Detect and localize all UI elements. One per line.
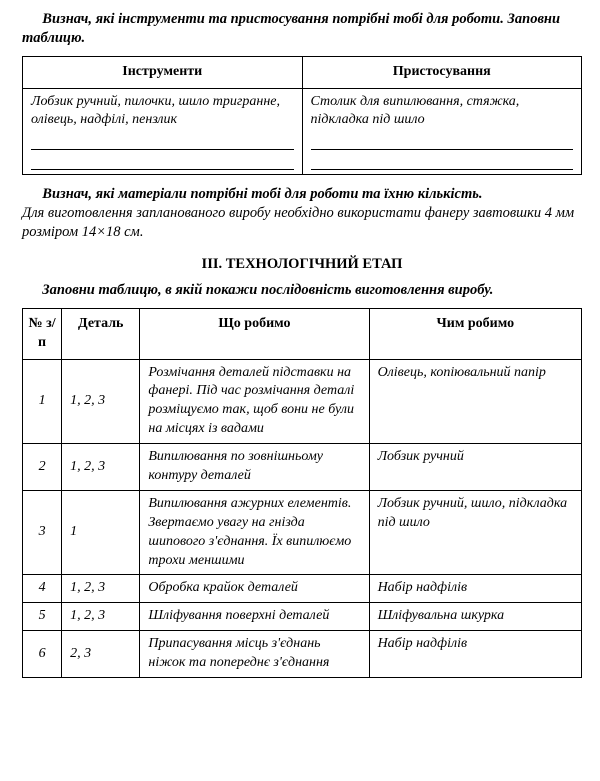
cell-what: Випилювання по зовнішньому контуру детал…	[140, 444, 369, 491]
cell-what: Припасування місць з'єднань ніжок та поп…	[140, 631, 369, 678]
cell-detail: 1, 2, 3	[62, 575, 140, 603]
tools-cell-fixtures: Столик для випилювання, стяжка, підкладк…	[302, 88, 582, 175]
main-table: № з/п Деталь Що робимо Чим робимо 1 1, 2…	[22, 308, 582, 678]
cell-what: Розмічання деталей підставки на фанері. …	[140, 359, 369, 444]
cell-detail: 1, 2, 3	[62, 359, 140, 444]
page-root: Визнач, які інструменти та пристосування…	[0, 0, 600, 698]
tools-table: Інструменти Пристосування Лобзик ручний,…	[22, 56, 582, 176]
cell-what: Обробка крайок деталей	[140, 575, 369, 603]
table-row: 4 1, 2, 3 Обробка крайок деталей Набір н…	[23, 575, 582, 603]
cell-detail: 1, 2, 3	[62, 444, 140, 491]
table-row: 1 1, 2, 3 Розмічання деталей підставки н…	[23, 359, 582, 444]
blank-line	[311, 168, 574, 170]
cell-how: Шліфувальна шкурка	[369, 603, 581, 631]
cell-num: 6	[23, 631, 62, 678]
cell-how: Лобзик ручний	[369, 444, 581, 491]
col-header-detail: Деталь	[62, 308, 140, 359]
cell-what: Шліфування поверхні деталей	[140, 603, 369, 631]
cell-num: 3	[23, 490, 62, 575]
intro-2-rest: Для виготовлення запланованого виробу не…	[22, 205, 574, 240]
cell-how: Олівець, копіювальний папір	[369, 359, 581, 444]
intro-1: Визнач, які інструменти та пристосування…	[22, 10, 582, 48]
cell-detail: 2, 3	[62, 631, 140, 678]
section-title: III. ТЕХНОЛОГІЧНИЙ ЕТАП	[22, 256, 582, 273]
cell-what: Випилювання ажурних елементів. Звертаємо…	[140, 490, 369, 575]
tools-text-instruments: Лобзик ручний, пилочки, шило тригранне, …	[31, 94, 280, 128]
cell-detail: 1	[62, 490, 140, 575]
col-header-how: Чим робимо	[369, 308, 581, 359]
tools-header-instruments: Інструменти	[23, 56, 303, 88]
intro-2-bold: Визнач, які матеріали потрібні тобі для …	[42, 186, 482, 202]
tools-cell-instruments: Лобзик ручний, пилочки, шило тригранне, …	[23, 88, 303, 175]
table-row: 6 2, 3 Припасування місць з'єднань ніжок…	[23, 631, 582, 678]
cell-num: 4	[23, 575, 62, 603]
table-row: 5 1, 2, 3 Шліфування поверхні деталей Шл…	[23, 603, 582, 631]
col-header-num: № з/п	[23, 308, 62, 359]
cell-how: Лобзик ручний, шило, підкладка під шило	[369, 490, 581, 575]
blank-line	[31, 168, 294, 170]
cell-detail: 1, 2, 3	[62, 603, 140, 631]
cell-num: 1	[23, 359, 62, 444]
tools-header-fixtures: Пристосування	[302, 56, 582, 88]
cell-num: 2	[23, 444, 62, 491]
table-row: 3 1 Випилювання ажурних елементів. Зверт…	[23, 490, 582, 575]
col-header-what: Що робимо	[140, 308, 369, 359]
cell-how: Набір надфілів	[369, 631, 581, 678]
tools-text-fixtures: Столик для випилювання, стяжка, підкладк…	[311, 94, 520, 128]
blank-line	[31, 148, 294, 150]
intro-3: Заповни таблицю, в якій покажи послідовн…	[22, 281, 582, 300]
cell-how: Набір надфілів	[369, 575, 581, 603]
cell-num: 5	[23, 603, 62, 631]
blank-line	[311, 148, 574, 150]
intro-2: Визнач, які матеріали потрібні тобі для …	[22, 185, 582, 242]
table-row: 2 1, 2, 3 Випилювання по зовнішньому кон…	[23, 444, 582, 491]
